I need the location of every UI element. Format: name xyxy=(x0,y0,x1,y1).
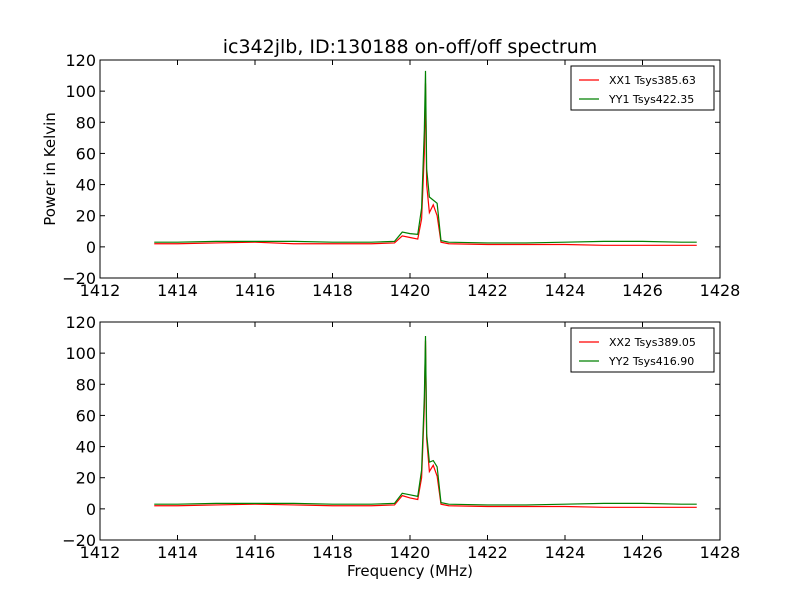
series-line-green xyxy=(154,70,697,244)
legend-entry: XX1 Tsys385.63 xyxy=(609,74,696,87)
y-tick-label: 40 xyxy=(76,176,96,195)
bottom-panel: 1412 1414 1416 1418 1420 1422 1424 1426 1428 −20 0… xyxy=(62,313,740,562)
legend-entry: XX2 Tsys389.05 xyxy=(609,336,696,349)
y-tick-label: 120 xyxy=(65,313,96,332)
x-tick-label: 1416 xyxy=(235,543,276,562)
y-tick-label: 60 xyxy=(76,144,96,163)
x-tick-label: 1420 xyxy=(390,543,431,562)
x-tick-label: 1428 xyxy=(700,281,741,300)
legend-box xyxy=(570,327,715,373)
x-tick-label: 1416 xyxy=(235,281,276,300)
x-tick-label: 1414 xyxy=(157,543,198,562)
x-tick-label: 1418 xyxy=(312,281,353,300)
x-tick-label: 1422 xyxy=(467,281,508,300)
legend: XX2 Tsys389.05 YY2 Tsys416.90 xyxy=(570,327,715,373)
legend: XX1 Tsys385.63 YY1 Tsys422.35 xyxy=(570,65,715,111)
y-tick-label: 40 xyxy=(76,438,96,457)
x-tick-label: 1424 xyxy=(545,543,586,562)
y-tick-label: 80 xyxy=(76,113,96,132)
x-tick-label: 1420 xyxy=(390,281,431,300)
y-tick-label: 60 xyxy=(76,406,96,425)
y-tick-label: 100 xyxy=(65,344,96,363)
y-tick-label: 20 xyxy=(76,207,96,226)
y-tick-label: −20 xyxy=(62,531,96,550)
top-panel: 1412 1414 1416 1418 1420 1422 1424 1426 1428 −20 0… xyxy=(62,51,740,300)
series-line-green xyxy=(154,335,697,506)
x-tick-label: 1412 xyxy=(80,281,121,300)
y-tick-label: 20 xyxy=(76,469,96,488)
y-tick-label: 120 xyxy=(65,51,96,70)
x-tick-label: 1428 xyxy=(700,543,741,562)
legend-entry: YY1 Tsys422.35 xyxy=(608,93,694,106)
x-tick-label: 1426 xyxy=(622,543,663,562)
x-tick-label: 1418 xyxy=(312,543,353,562)
y-tick-label: 80 xyxy=(76,375,96,394)
x-tick-label: 1412 xyxy=(80,543,121,562)
y-tick-label: 0 xyxy=(86,500,96,519)
x-tick-label: 1422 xyxy=(467,543,508,562)
x-tick-label: 1424 xyxy=(545,281,586,300)
y-tick-label: −20 xyxy=(62,269,96,288)
x-tick-label: 1414 xyxy=(157,281,198,300)
chart-title: ic342jlb, ID:130188 on-off/off spectrum xyxy=(223,36,598,58)
x-axis-label: Frequency (MHz) xyxy=(347,562,473,580)
x-tick-label: 1426 xyxy=(622,281,663,300)
y-tick-label: 0 xyxy=(86,238,96,257)
y-tick-label: 100 xyxy=(65,82,96,101)
legend-box xyxy=(570,65,715,111)
legend-entry: YY2 Tsys416.90 xyxy=(608,355,694,368)
y-axis-label: Power in Kelvin xyxy=(41,112,59,226)
